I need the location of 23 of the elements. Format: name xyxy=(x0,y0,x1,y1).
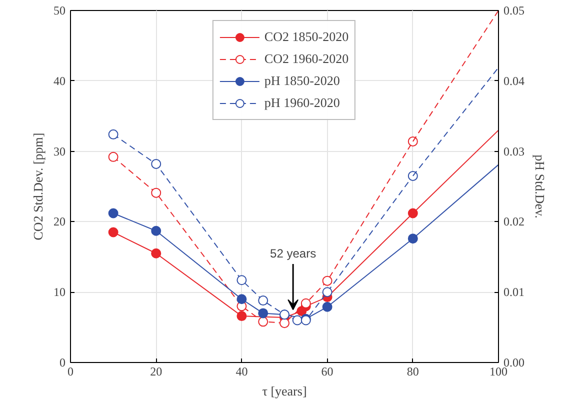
x-tick-label: 80 xyxy=(406,364,419,378)
y2-tick-label: 0.01 xyxy=(504,285,524,300)
y2-tick-label: 0.02 xyxy=(504,214,524,229)
y-tick-label: 30 xyxy=(54,144,66,158)
legend-label: CO2 1960-2020 xyxy=(264,51,349,67)
y-tick-label: 50 xyxy=(54,4,66,18)
x-tick-label: 40 xyxy=(236,364,248,378)
y-tick-label: 10 xyxy=(54,285,66,300)
x-tick-label: 20 xyxy=(150,364,162,378)
y2-axis-title: pH Std.Dev. xyxy=(532,154,548,218)
legend-label: pH 1850-2020 xyxy=(264,73,340,89)
y-axis-title: CO2 Std.Dev. [ppm] xyxy=(30,132,46,240)
x-tick-label: 60 xyxy=(321,364,334,378)
y2-tick-label: 0.04 xyxy=(504,74,524,88)
annotation: 52 years xyxy=(270,246,316,260)
y2-tick-label: 0.05 xyxy=(504,4,524,18)
y2-tick-label: 0.03 xyxy=(504,144,524,158)
y-tick-label: 40 xyxy=(54,74,66,88)
legend-label: pH 1960-2020 xyxy=(264,95,340,111)
y-tick-label: 0 xyxy=(60,356,66,370)
x-axis-title: τ [years] xyxy=(262,384,307,398)
y-tick-label: 20 xyxy=(54,214,66,229)
legend-label: CO2 1850-2020 xyxy=(264,29,349,45)
